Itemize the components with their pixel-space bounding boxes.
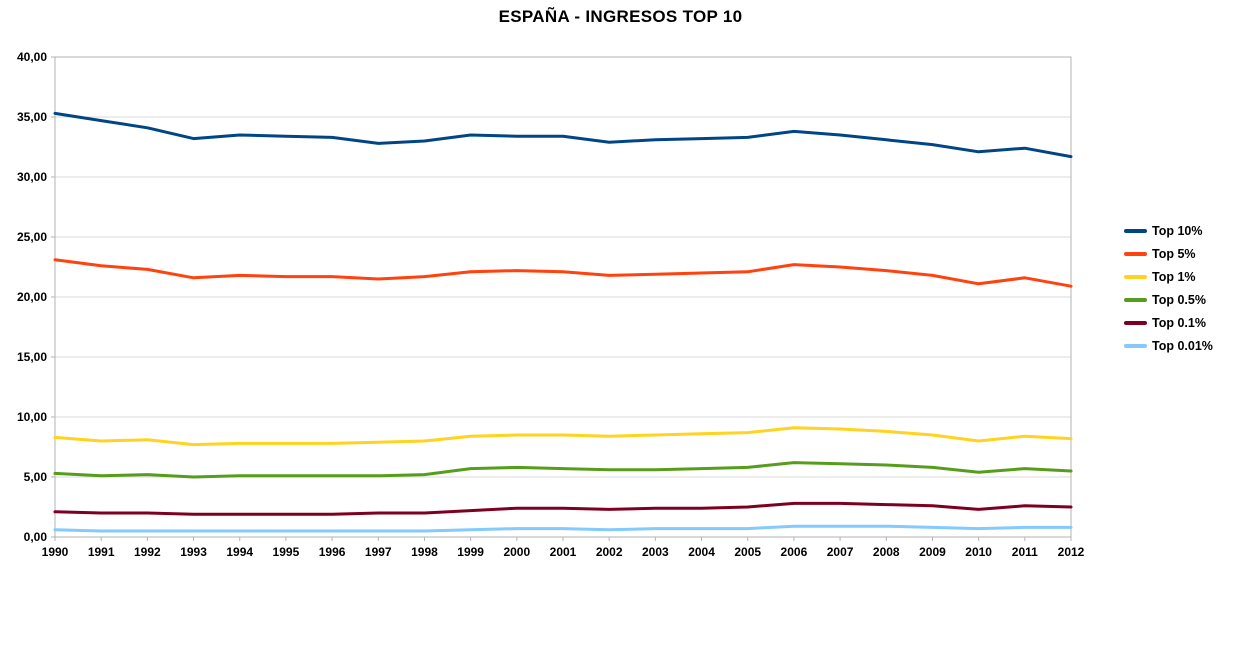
- x-axis-label: 1994: [226, 545, 253, 559]
- legend-swatch-icon: [1124, 297, 1147, 302]
- legend-swatch-icon: [1124, 228, 1147, 233]
- x-axis-label: 1996: [319, 545, 346, 559]
- y-axis-label: 30,00: [17, 170, 47, 184]
- x-axis-label: 2009: [919, 545, 946, 559]
- legend-swatch-icon: [1124, 274, 1147, 279]
- x-axis-label: 2011: [1012, 545, 1038, 559]
- y-axis-label: 35,00: [17, 110, 47, 124]
- x-axis-label: 2004: [688, 545, 715, 559]
- legend-item-top-0-5: Top 0.5%: [1124, 292, 1213, 307]
- series-line-top-10: [53, 111, 1073, 159]
- legend-label: Top 10%: [1152, 223, 1203, 238]
- series-line-top-1: [53, 426, 1073, 447]
- x-axis-label: 1995: [273, 545, 300, 559]
- x-axis-label: 2010: [965, 545, 992, 559]
- x-axis-label: 2012: [1058, 545, 1085, 559]
- legend-swatch-icon: [1124, 320, 1147, 325]
- x-axis-label: 1992: [134, 545, 161, 559]
- x-axis-label: 2007: [827, 545, 854, 559]
- x-axis-label: 2003: [642, 545, 669, 559]
- legend-label: Top 1%: [1152, 269, 1196, 284]
- x-axis-label: 1990: [42, 545, 69, 559]
- legend-item-top-5: Top 5%: [1124, 246, 1213, 261]
- legend-label: Top 5%: [1152, 246, 1196, 261]
- y-axis-label: 5,00: [24, 470, 48, 484]
- series-line-top-0-1: [53, 501, 1073, 516]
- legend-item-top-0-01: Top 0.01%: [1124, 338, 1213, 353]
- y-axis-label: 25,00: [17, 230, 47, 244]
- x-axis-label: 2002: [596, 545, 623, 559]
- x-axis-label: 1998: [411, 545, 438, 559]
- legend-item-top-0-1: Top 0.1%: [1124, 315, 1213, 330]
- y-axis-label: 0,00: [24, 530, 48, 544]
- legend-label: Top 0.1%: [1152, 315, 1206, 330]
- legend-swatch-icon: [1124, 343, 1147, 348]
- chart-title: ESPAÑA - INGRESOS TOP 10: [498, 7, 743, 26]
- legend-item-top-1: Top 1%: [1124, 269, 1213, 284]
- series-line-top-0-5: [53, 461, 1073, 479]
- legend-swatch-icon: [1124, 251, 1147, 256]
- x-axis-label: 2000: [503, 545, 530, 559]
- x-axis-label: 2006: [781, 545, 808, 559]
- x-axis-label: 1999: [457, 545, 484, 559]
- x-axis-label: 1997: [365, 545, 392, 559]
- x-axis-label: 1991: [88, 545, 115, 559]
- legend: Top 10% Top 5% Top 1% Top 0.5% Top 0.1% Top 0…: [1124, 223, 1213, 353]
- x-axis-label: 2005: [734, 545, 761, 559]
- series-line-top-5: [53, 258, 1073, 288]
- x-axis-label: 2008: [873, 545, 900, 559]
- series-line-top-0-01: [53, 524, 1073, 533]
- y-axis-label: 10,00: [17, 410, 47, 424]
- legend-label: Top 0.01%: [1152, 338, 1213, 353]
- y-axis-label: 20,00: [17, 290, 47, 304]
- x-axis-label: 1993: [180, 545, 207, 559]
- legend-item-top-10: Top 10%: [1124, 223, 1213, 238]
- x-axis-label: 2001: [550, 545, 577, 559]
- y-axis-label: 15,00: [17, 350, 47, 364]
- legend-label: Top 0.5%: [1152, 292, 1206, 307]
- y-axis-label: 40,00: [17, 50, 47, 64]
